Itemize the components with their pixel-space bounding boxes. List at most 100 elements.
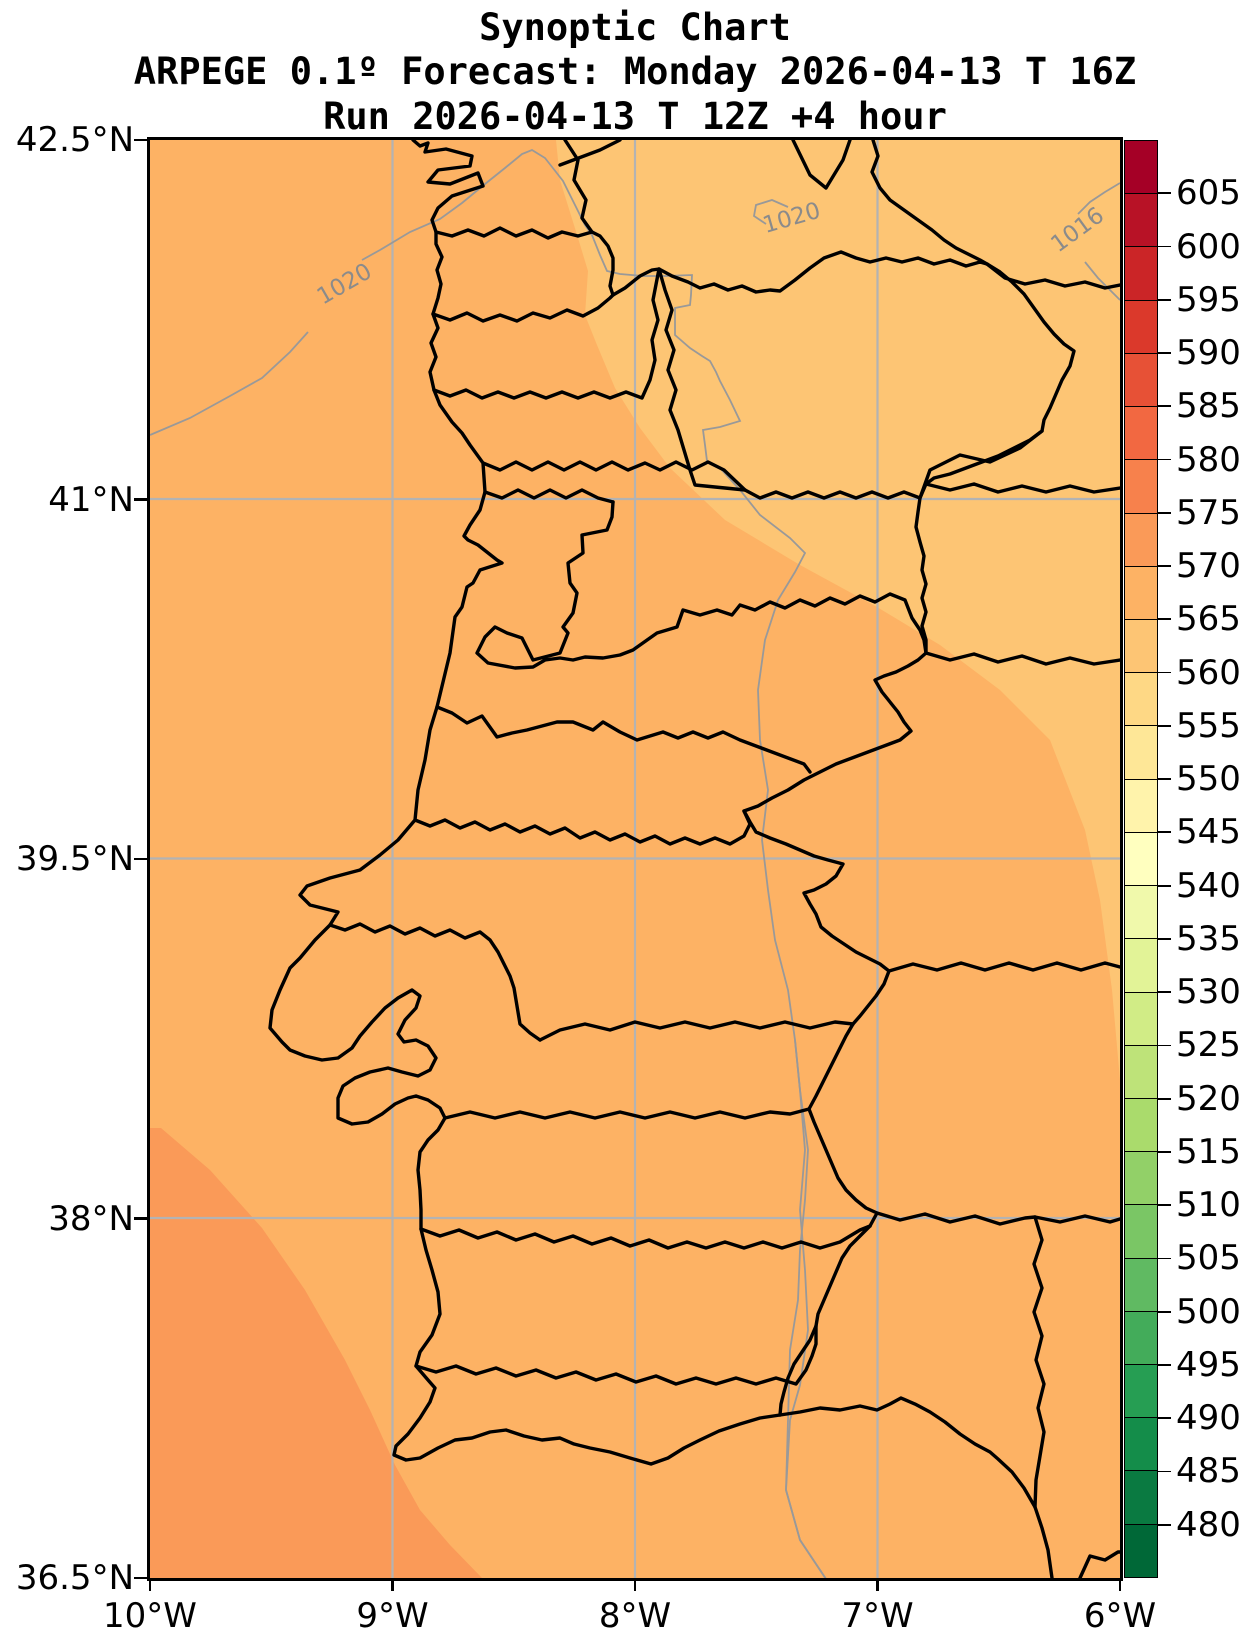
boundary-salamanca-caceres	[924, 651, 1120, 666]
colorbar-tick-label-590: 590	[1176, 333, 1241, 374]
colorbar-tick-mark-510	[1158, 1204, 1171, 1207]
boundary-badajoz-huelva-sevilla	[875, 1211, 1120, 1226]
y-tick-mark-38°N	[134, 1217, 147, 1220]
portugal-spain-border	[434, 226, 1076, 1417]
chart-subtitle-forecast: ARPEGE 0.1º Forecast: Monday 2026-04-13 …	[133, 50, 1137, 93]
boundary-coimbra-castelobranco	[435, 705, 812, 774]
boundary-caceres-badajoz	[887, 961, 1120, 973]
colorbar-tick-label-540: 540	[1176, 865, 1241, 906]
colorbar-tick-label-550: 550	[1176, 759, 1241, 800]
colorbar-cell-5	[1125, 1257, 1157, 1311]
colorbar-cell-26	[1125, 141, 1157, 194]
colorbar-tick-mark-515	[1158, 1151, 1171, 1153]
colorbar-cell-1	[1125, 1470, 1157, 1524]
colorbar-tick-label-485: 485	[1176, 1451, 1241, 1492]
fill-band-southwest	[150, 1128, 482, 1578]
colorbar-tick-label-495: 495	[1176, 1344, 1241, 1385]
isobar-1020-south	[785, 1039, 827, 1578]
y-tick-label-36.5°N: 36.5°N	[15, 1558, 134, 1598]
colorbar-tick-mark-520	[1158, 1097, 1171, 1100]
colorbar-cell-22	[1125, 352, 1157, 407]
colorbar-cell-8	[1125, 1097, 1157, 1152]
map-canvas: 1020 1020 1016	[150, 140, 1120, 1578]
colorbar-cell-15	[1125, 725, 1157, 779]
isobar-1020-west-upper	[361, 148, 1045, 1578]
coastline	[268, 140, 1054, 1578]
colorbar-cell-13	[1125, 831, 1157, 886]
colorbar-cell-24	[1125, 246, 1157, 300]
isobar-1016-lower	[1084, 261, 1120, 301]
colorbar-tick-mark-605	[1158, 192, 1171, 195]
colorbar-cell-19	[1125, 512, 1157, 566]
colorbar-tick-label-580: 580	[1176, 439, 1241, 480]
y-tick-mark-36.5°N	[134, 1576, 147, 1580]
colorbar-tick-mark-500	[1158, 1310, 1171, 1313]
x-tick-mark-10°W	[148, 1578, 152, 1591]
isobar-1020-west-lower	[150, 331, 309, 436]
colorbar-cell-6	[1125, 1204, 1157, 1258]
boundary-porto-aveiro	[483, 488, 615, 504]
y-tick-mark-39.5°N	[134, 857, 147, 861]
colorbar-tick-mark-485	[1158, 1470, 1171, 1473]
colorbar-tick-mark-560	[1158, 671, 1171, 674]
colorbar-tick-label-515: 515	[1176, 1131, 1241, 1172]
colorbar-tick-label-570: 570	[1176, 546, 1241, 587]
boundary-evora-beja	[419, 1224, 872, 1250]
colorbar-tick-label-560: 560	[1176, 652, 1241, 693]
colorbar-tick-mark-540	[1158, 884, 1171, 887]
colorbar-tick-label-565: 565	[1176, 599, 1241, 640]
colorbar-cell-4	[1125, 1310, 1157, 1365]
colorbar-tick-mark-585	[1158, 405, 1171, 408]
colorbar-cell-20	[1125, 459, 1157, 513]
colorbar-tick-mark-575	[1158, 511, 1171, 514]
colorbar-tick-mark-590	[1158, 352, 1171, 354]
boundary-sevilla-cadiz	[1078, 1550, 1120, 1578]
y-tick-label-41°N: 41°N	[48, 479, 134, 520]
colorbar-tick-label-575: 575	[1176, 492, 1241, 533]
colorbar-tick-mark-525	[1158, 1044, 1171, 1047]
colorbar-tick-mark-570	[1158, 565, 1171, 567]
colorbar-tick-label-490: 490	[1176, 1398, 1241, 1439]
colorbar-cell-23	[1125, 299, 1157, 353]
colorbar-cell-11	[1125, 938, 1157, 992]
x-tick-mark-9°W	[391, 1578, 394, 1591]
colorbar-tick-mark-580	[1158, 458, 1171, 461]
colorbar-cell-10	[1125, 991, 1157, 1045]
boundary-aveiro-viseu-guarda	[475, 500, 928, 670]
boundary-pontevedra-ourense	[563, 140, 594, 234]
x-tick-label-10°W: 10°W	[103, 1596, 197, 1636]
colorbar-tick-mark-505	[1158, 1257, 1171, 1260]
boundary-santarem-evora	[538, 1020, 855, 1042]
colorbar-tick-mark-535	[1158, 937, 1171, 940]
colorbar-tick-mark-545	[1158, 831, 1171, 834]
colorbar-tick-label-555: 555	[1176, 705, 1241, 746]
colorbar-tick-label-535: 535	[1176, 918, 1241, 959]
colorbar-tick-label-595: 595	[1176, 279, 1241, 320]
colorbar-tick-label-530: 530	[1176, 972, 1241, 1013]
boundary-ourense-zamora	[870, 140, 989, 266]
colorbar-tick-mark-530	[1158, 991, 1171, 994]
colorbar-cell-14	[1125, 778, 1157, 832]
x-tick-mark-8°W	[633, 1578, 637, 1591]
isobar-contours	[150, 148, 1120, 1578]
colorbar-tick-label-510: 510	[1176, 1185, 1241, 1226]
colorbar-cell-18	[1125, 565, 1157, 619]
colorbar-cell-9	[1125, 1044, 1157, 1098]
y-tick-mark-42.5°N	[134, 138, 147, 142]
chart-title: Synoptic Chart	[479, 6, 791, 49]
colorbar-tick-label-520: 520	[1176, 1078, 1241, 1119]
boundary-huelva-sevilla	[1032, 1215, 1046, 1509]
boundary-zamora-salamanca	[924, 482, 1120, 494]
x-tick-label-7°W: 7°W	[841, 1596, 914, 1636]
colorbar-cell-16	[1125, 672, 1157, 726]
colorbar-tick-mark-595	[1158, 298, 1171, 301]
colorbar-tick-mark-480	[1158, 1523, 1171, 1526]
colorbar-tick-label-480: 480	[1176, 1504, 1241, 1545]
colorbar	[1124, 140, 1158, 1578]
colorbar-tick-mark-490	[1158, 1417, 1171, 1420]
x-tick-mark-7°W	[876, 1578, 879, 1591]
colorbar-tick-label-600: 600	[1176, 226, 1241, 267]
boundary-leiria-santarem	[413, 809, 752, 846]
isobar-1020-loop	[753, 199, 789, 225]
